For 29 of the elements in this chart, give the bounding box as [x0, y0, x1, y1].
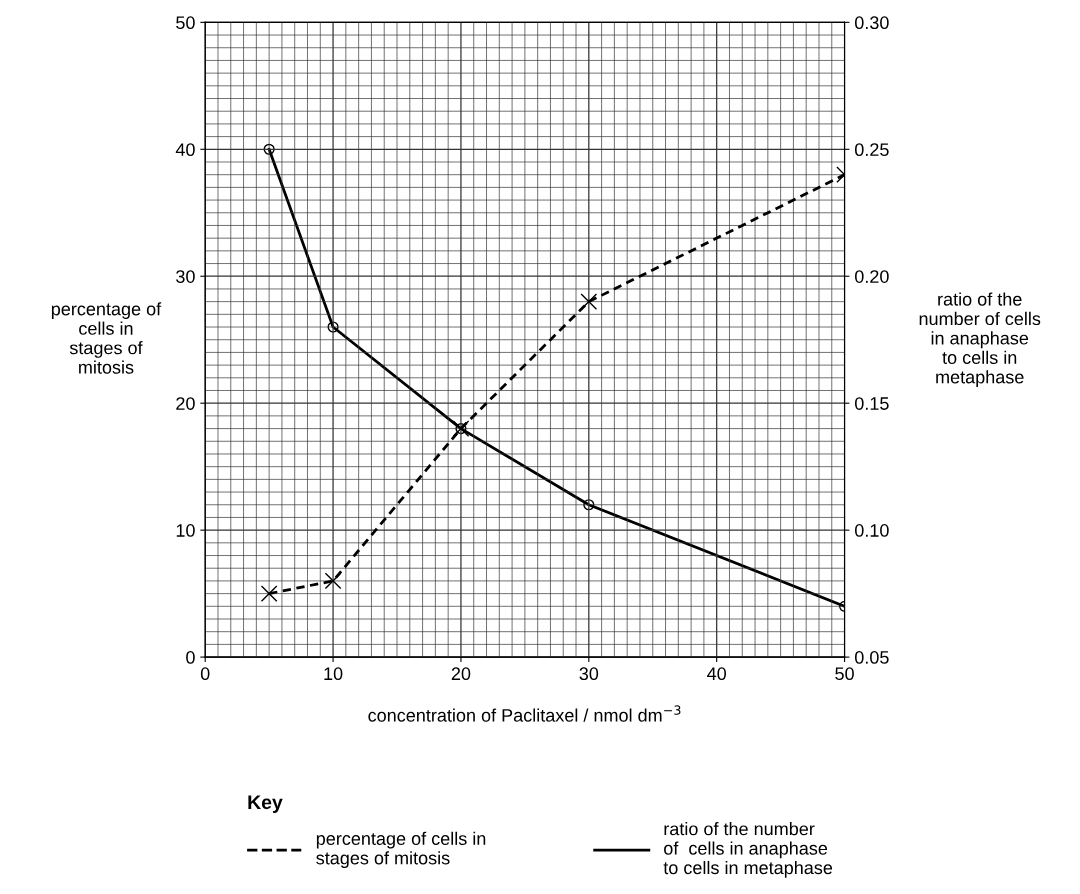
y-axis-title: percentage of cells in stages of mitosis	[51, 302, 162, 374]
legend-label: ratio of the number of cells in anaphase to cells in metaphase	[663, 822, 833, 878]
x-tick-label: 0	[200, 667, 210, 681]
y2-tick-label: 0.10	[854, 524, 889, 537]
x-tick-label: 30	[579, 667, 599, 681]
y2-axis-title: ratio of the number of cells in anaphase to cells in metaphase	[919, 292, 1041, 388]
y-tick-label: 40	[175, 143, 195, 157]
legend-title: Key	[248, 795, 283, 813]
x-axis-title: concentration of Paclitaxel / nmol dm$^{−3}$	[368, 705, 681, 722]
x-tick-label: 50	[835, 667, 854, 681]
x-tick-label: 20	[451, 667, 471, 681]
y2-tick-label: 0.30	[854, 16, 889, 30]
y-tick-label: 0	[186, 651, 195, 664]
point	[260, 585, 278, 602]
y2-tick-label: 0.20	[854, 270, 889, 283]
legend-label: percentage of cells in stages of mitosis	[316, 831, 486, 869]
x-tick-label: 40	[707, 667, 727, 681]
y-tick-label: 50	[176, 16, 195, 30]
y-tick-label: 30	[176, 270, 195, 283]
y-tick-label: 10	[176, 524, 195, 537]
y2-tick-label: 0.15	[854, 397, 889, 410]
point	[327, 321, 339, 333]
y-tick-label: 20	[176, 397, 195, 410]
point	[324, 572, 342, 590]
y2-tick-label: 0.25	[854, 143, 889, 157]
point	[263, 143, 275, 155]
y2-tick-label: 0.05	[854, 651, 889, 664]
point	[583, 499, 595, 511]
x-tick-label: 10	[324, 667, 343, 681]
